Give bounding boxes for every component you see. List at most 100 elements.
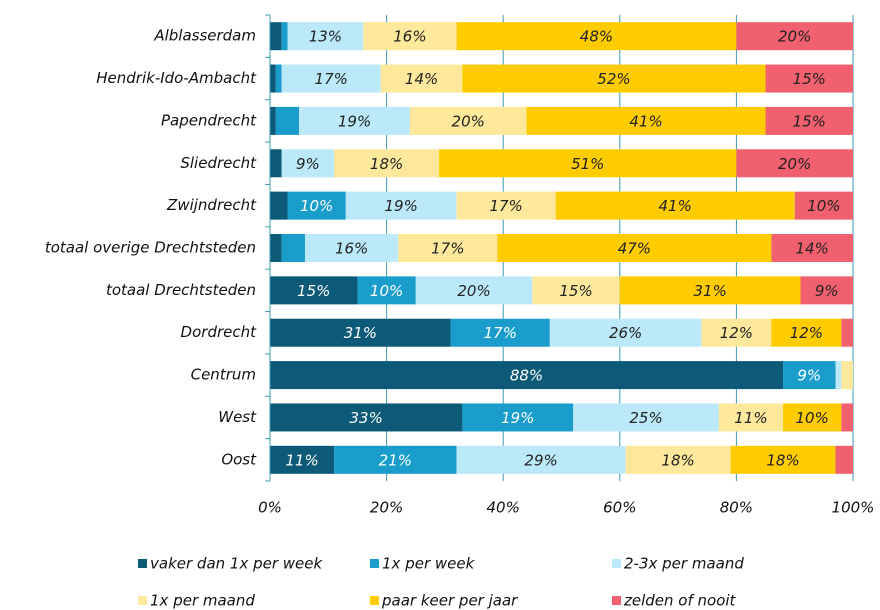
bar-segment	[462, 403, 574, 432]
value-label: 14%	[796, 240, 829, 258]
bar-segment	[281, 64, 381, 93]
bar-segment	[270, 64, 276, 93]
legend-label: 2-3x per maand	[624, 555, 744, 573]
bar-segment	[439, 149, 737, 178]
bar-segment	[281, 234, 305, 262]
value-label: 14%	[405, 70, 438, 88]
bar-segment	[398, 234, 498, 262]
legend-label: 1x per week	[382, 555, 476, 573]
bar-segment	[549, 318, 702, 347]
value-label: 19%	[501, 409, 534, 427]
bar-segment	[287, 191, 346, 220]
value-label: 20%	[457, 282, 490, 300]
legend-swatch	[612, 559, 621, 568]
value-label: 16%	[393, 28, 426, 46]
bar-segment	[794, 191, 853, 220]
bar-segment	[835, 445, 853, 474]
legend-swatch	[138, 596, 147, 605]
category-label: Alblasserdam	[153, 27, 256, 45]
bar-segment	[765, 106, 853, 135]
legend-swatch	[612, 596, 621, 605]
bar-segment	[783, 403, 842, 432]
value-label: 47%	[618, 240, 651, 258]
bar-segment	[532, 276, 620, 305]
bar-segment	[275, 106, 300, 135]
value-label: 15%	[793, 70, 826, 88]
bar-segment	[345, 191, 457, 220]
bar-segment	[270, 318, 451, 347]
value-label: 18%	[370, 155, 403, 173]
bar-segment	[275, 64, 282, 93]
value-label: 9%	[815, 282, 839, 300]
category-label: Centrum	[191, 366, 256, 384]
bar-segment	[800, 276, 853, 305]
legend-swatch	[370, 596, 379, 605]
bar-segment	[730, 445, 836, 474]
bar-segment	[450, 318, 550, 347]
x-tick-label: 0%	[258, 499, 282, 517]
value-label: 48%	[580, 28, 613, 46]
value-label: 17%	[315, 70, 348, 88]
category-label: Hendrik-Ido-Ambacht	[96, 69, 257, 87]
bar-segment	[270, 149, 282, 178]
category-label: Zwijndrecht	[166, 196, 257, 214]
value-label: 41%	[629, 112, 662, 130]
category-label: Sliedrecht	[180, 154, 257, 172]
value-label: 52%	[597, 70, 630, 88]
bar-segment	[281, 149, 335, 178]
bar-segment	[270, 276, 358, 305]
bar-segment	[456, 191, 556, 220]
value-label: 33%	[350, 409, 383, 427]
value-label: 12%	[720, 324, 753, 342]
bar-segment	[841, 318, 853, 347]
bar-segment	[270, 106, 276, 135]
bar-segment	[357, 276, 416, 305]
bar-segment	[270, 361, 784, 390]
value-label: 15%	[793, 112, 826, 130]
bar-segment	[334, 445, 457, 474]
bar-segment	[456, 22, 737, 51]
value-label: 9%	[797, 367, 821, 385]
value-label: 31%	[693, 282, 726, 300]
value-label: 41%	[659, 197, 692, 215]
category-label: totaal Drechtsteden	[106, 281, 256, 299]
bar-segment	[625, 445, 731, 474]
bar-segment	[573, 403, 719, 432]
value-label: 20%	[778, 155, 811, 173]
value-label: 19%	[385, 197, 418, 215]
category-label: Oost	[221, 450, 257, 468]
value-label: 25%	[629, 409, 662, 427]
bar-segment	[497, 234, 772, 262]
value-label: 10%	[370, 282, 403, 300]
bar-segment	[270, 234, 282, 262]
bar-segment	[765, 64, 853, 93]
value-label: 31%	[344, 324, 377, 342]
value-label: 11%	[734, 409, 767, 427]
legend-swatch	[138, 559, 147, 568]
value-label: 29%	[524, 451, 557, 469]
value-label: 13%	[309, 28, 342, 46]
bar-segment	[409, 106, 527, 135]
value-label: 10%	[807, 197, 840, 215]
x-tick-label: 60%	[603, 499, 636, 517]
bar-segment	[462, 64, 766, 93]
bar-segment	[771, 318, 842, 347]
x-tick-label: 100%	[832, 499, 875, 517]
bar-segment	[380, 64, 463, 93]
value-label: 51%	[571, 155, 604, 173]
legend-label: zelden of nooit	[623, 592, 737, 610]
value-label: 26%	[609, 324, 642, 342]
value-label: 10%	[796, 409, 829, 427]
bar-segment	[270, 445, 335, 474]
value-label: 21%	[379, 451, 412, 469]
value-label: 12%	[790, 324, 823, 342]
bar-segment	[270, 22, 282, 51]
value-label: 9%	[296, 155, 320, 173]
bar-segment	[270, 403, 463, 432]
category-label: Papendrecht	[161, 111, 257, 129]
bar-segment	[270, 191, 288, 220]
value-label: 88%	[510, 367, 543, 385]
value-label: 15%	[297, 282, 330, 300]
bar-segment	[619, 276, 801, 305]
